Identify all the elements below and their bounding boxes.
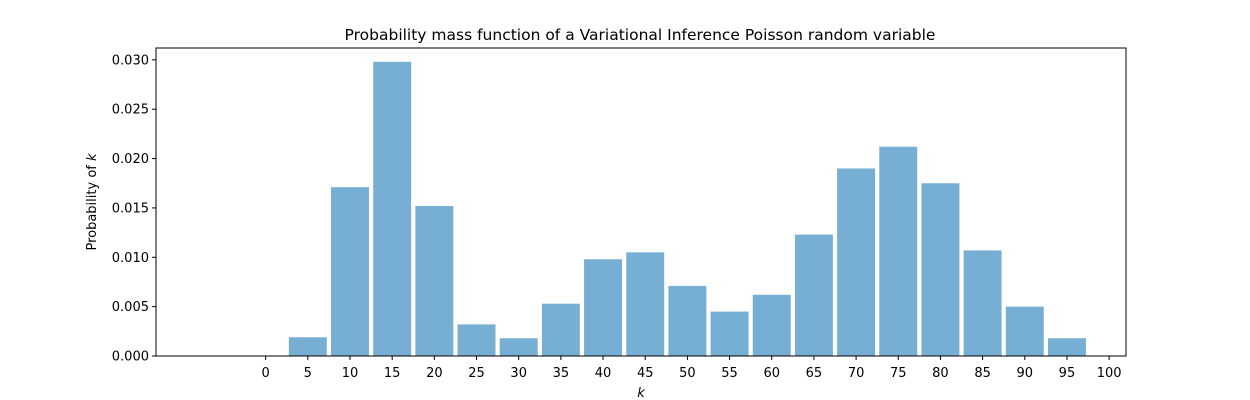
bar-k-30 bbox=[499, 338, 538, 356]
x-tick-label: 5 bbox=[304, 366, 312, 381]
bar-k-70 bbox=[837, 168, 876, 356]
y-tick-label: 0.000 bbox=[112, 350, 149, 365]
x-tick-label: 10 bbox=[342, 366, 359, 381]
bar-k-95 bbox=[1047, 338, 1086, 356]
y-axis-label-text: Probability of bbox=[85, 165, 100, 251]
y-tick-label: 0.025 bbox=[112, 103, 149, 118]
bar-k-10 bbox=[331, 187, 369, 356]
x-tick-label: 35 bbox=[553, 366, 570, 381]
bar-k-25 bbox=[457, 324, 496, 356]
bar-k-65 bbox=[794, 234, 833, 356]
bar-k-90 bbox=[1005, 306, 1044, 356]
bar-k-60 bbox=[752, 294, 791, 356]
x-tick-label: 45 bbox=[637, 366, 654, 381]
x-axis-label: k bbox=[637, 386, 645, 400]
x-tick-label: 85 bbox=[974, 366, 991, 381]
bar-k-50 bbox=[668, 285, 707, 356]
y-axis-label-var: k bbox=[85, 153, 100, 161]
x-tick-label: 15 bbox=[384, 366, 401, 381]
bar-k-75 bbox=[879, 146, 918, 356]
x-tick-label: 60 bbox=[763, 366, 780, 381]
chart-title: Probability mass function of a Variation… bbox=[345, 26, 936, 44]
y-tick-label: 0.020 bbox=[112, 152, 149, 167]
x-tick-label: 40 bbox=[595, 366, 612, 381]
bar-k-40 bbox=[584, 259, 623, 356]
x-tick-label: 95 bbox=[1059, 366, 1076, 381]
bar-k-15 bbox=[373, 61, 412, 356]
bar-k-85 bbox=[963, 250, 1002, 356]
x-tick-label: 80 bbox=[932, 366, 949, 381]
x-tick-label: 75 bbox=[890, 366, 907, 381]
y-tick-label: 0.005 bbox=[112, 300, 149, 315]
x-tick-label: 100 bbox=[1097, 366, 1122, 381]
bar-k-5 bbox=[288, 337, 327, 356]
x-tick-label: 55 bbox=[721, 366, 738, 381]
y-axis-label: Probability of k bbox=[85, 153, 100, 251]
bar-k-35 bbox=[541, 303, 580, 356]
x-tick-label: 70 bbox=[848, 366, 865, 381]
bar-k-55 bbox=[710, 311, 749, 356]
plot-frame bbox=[155, 47, 1127, 357]
y-tick-label: 0.015 bbox=[112, 201, 149, 216]
bar-k-45 bbox=[626, 252, 665, 356]
x-tick-label: 90 bbox=[1017, 366, 1034, 381]
x-tick-label: 25 bbox=[468, 366, 485, 381]
x-tick-label: 20 bbox=[426, 366, 443, 381]
x-tick-label: 0 bbox=[262, 366, 270, 381]
x-tick-label: 65 bbox=[806, 366, 823, 381]
y-tick-label: 0.030 bbox=[112, 53, 149, 68]
bars bbox=[288, 61, 1086, 356]
bar-k-80 bbox=[921, 183, 960, 356]
y-axis-ticks: 0.000 0.005 0.010 0.015 0.020 0.025 0.030 bbox=[112, 53, 156, 365]
bar-k-20 bbox=[415, 205, 454, 356]
y-tick-label: 0.010 bbox=[112, 251, 149, 266]
x-axis-ticks: 0 5 10 15 20 25 30 35 40 45 50 55 60 65 70 75 80 85 90 95 10… bbox=[262, 356, 1122, 381]
x-tick-label: 50 bbox=[679, 366, 696, 381]
x-tick-label: 30 bbox=[510, 366, 527, 381]
